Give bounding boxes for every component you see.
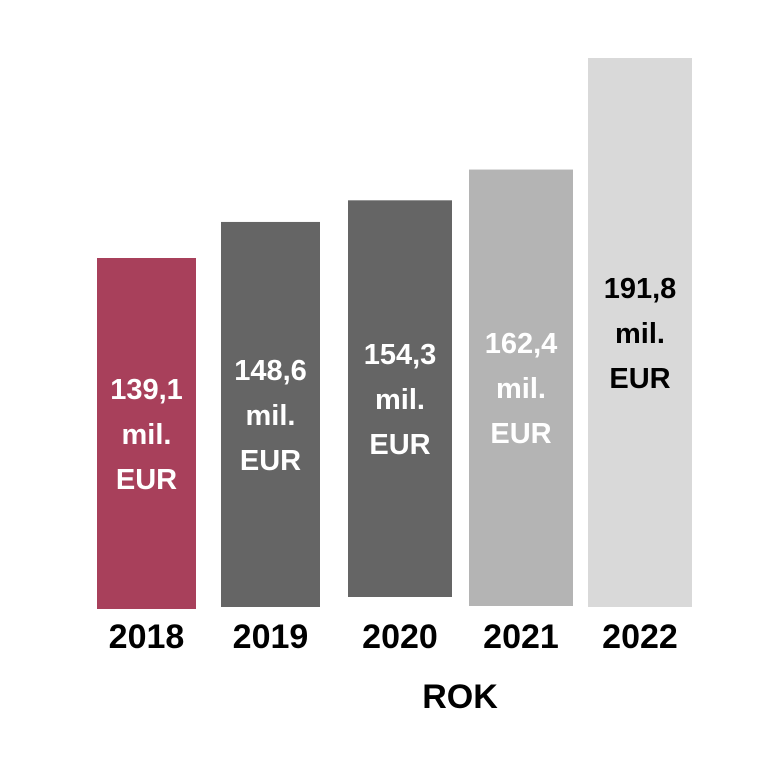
data-label-2021-line-3: EUR xyxy=(490,418,551,450)
data-label-2022-line-2: mil. xyxy=(615,318,665,350)
data-label-2019-line-1: 148,6 xyxy=(234,355,307,387)
x-tick-2022: 2022 xyxy=(602,618,678,656)
x-tick-2020: 2020 xyxy=(362,618,438,656)
bar-2018 xyxy=(97,258,196,609)
data-label-2018-line-2: mil. xyxy=(122,419,172,451)
bar-2022 xyxy=(588,58,692,607)
data-label-2018-line-1: 139,1 xyxy=(110,374,183,406)
bar-2020 xyxy=(348,200,452,597)
data-label-2022-line-1: 191,8 xyxy=(604,273,677,305)
data-label-2020-line-1: 154,3 xyxy=(364,339,437,371)
data-label-2021-line-1: 162,4 xyxy=(485,328,558,360)
x-tick-labels-group: 2018 2019 2020 2021 2022 xyxy=(109,618,678,656)
data-label-2022-line-3: EUR xyxy=(609,363,670,395)
bars-group xyxy=(97,58,692,609)
bar-2021 xyxy=(469,169,573,606)
data-label-2021-line-2: mil. xyxy=(496,373,546,405)
x-axis-title: ROK xyxy=(422,678,498,716)
data-label-2020-line-2: mil. xyxy=(375,384,425,416)
x-tick-2019: 2019 xyxy=(233,618,309,656)
bar-2019 xyxy=(221,221,320,607)
data-label-2020-line-3: EUR xyxy=(369,429,430,461)
x-tick-2018: 2018 xyxy=(109,618,185,656)
data-labels-group: 139,1 mil. EUR 148,6 mil. EUR 154,3 mil. EUR 162,… xyxy=(110,273,676,496)
data-label-2019-line-3: EUR xyxy=(240,445,301,477)
data-label-2019-line-2: mil. xyxy=(246,400,296,432)
x-tick-2021: 2021 xyxy=(483,618,559,656)
data-label-2018-line-3: EUR xyxy=(116,464,177,496)
